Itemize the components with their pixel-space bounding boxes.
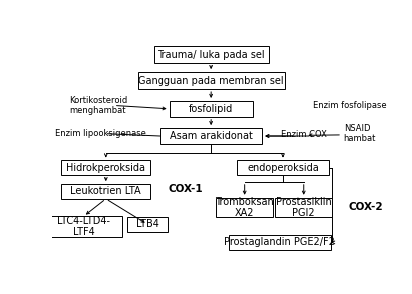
FancyBboxPatch shape xyxy=(61,184,150,199)
Text: Enzim COX: Enzim COX xyxy=(281,130,327,139)
Text: Trauma/ luka pada sel: Trauma/ luka pada sel xyxy=(157,49,265,59)
FancyBboxPatch shape xyxy=(45,216,122,237)
Text: endoperoksida: endoperoksida xyxy=(247,163,319,173)
FancyBboxPatch shape xyxy=(275,198,332,217)
Text: LTB4: LTB4 xyxy=(136,219,159,229)
Text: Prostasiklin
PGI2: Prostasiklin PGI2 xyxy=(276,196,332,218)
Text: Enzim lipooksigenase: Enzim lipooksigenase xyxy=(55,129,145,138)
FancyBboxPatch shape xyxy=(170,101,253,117)
Text: Enzim fosfolipase: Enzim fosfolipase xyxy=(313,101,387,110)
FancyBboxPatch shape xyxy=(61,160,150,175)
FancyBboxPatch shape xyxy=(138,72,285,89)
Text: COX-2: COX-2 xyxy=(349,202,383,212)
FancyBboxPatch shape xyxy=(160,128,262,144)
Text: NSAID
hambat: NSAID hambat xyxy=(344,124,376,143)
Text: Prostaglandin PGE2/F2: Prostaglandin PGE2/F2 xyxy=(225,238,335,248)
FancyBboxPatch shape xyxy=(126,217,168,232)
Text: Asam arakidonat: Asam arakidonat xyxy=(170,131,253,141)
Text: COX-1: COX-1 xyxy=(168,184,203,194)
Text: Kortikosteroid
menghambat: Kortikosteroid menghambat xyxy=(69,96,127,115)
Text: Tromboksan
XA2: Tromboksan XA2 xyxy=(215,196,274,218)
Text: Gangguan pada membran sel: Gangguan pada membran sel xyxy=(138,76,284,86)
FancyBboxPatch shape xyxy=(154,46,269,63)
Text: fosfolipid: fosfolipid xyxy=(189,104,233,114)
Text: Hidrokperoksida: Hidrokperoksida xyxy=(66,163,145,173)
FancyBboxPatch shape xyxy=(236,160,329,175)
FancyBboxPatch shape xyxy=(216,198,274,217)
Text: LTC4-LTD4-
LTF4: LTC4-LTD4- LTF4 xyxy=(57,216,110,237)
Text: Leukotrien LTA: Leukotrien LTA xyxy=(70,186,141,196)
FancyBboxPatch shape xyxy=(229,235,331,250)
